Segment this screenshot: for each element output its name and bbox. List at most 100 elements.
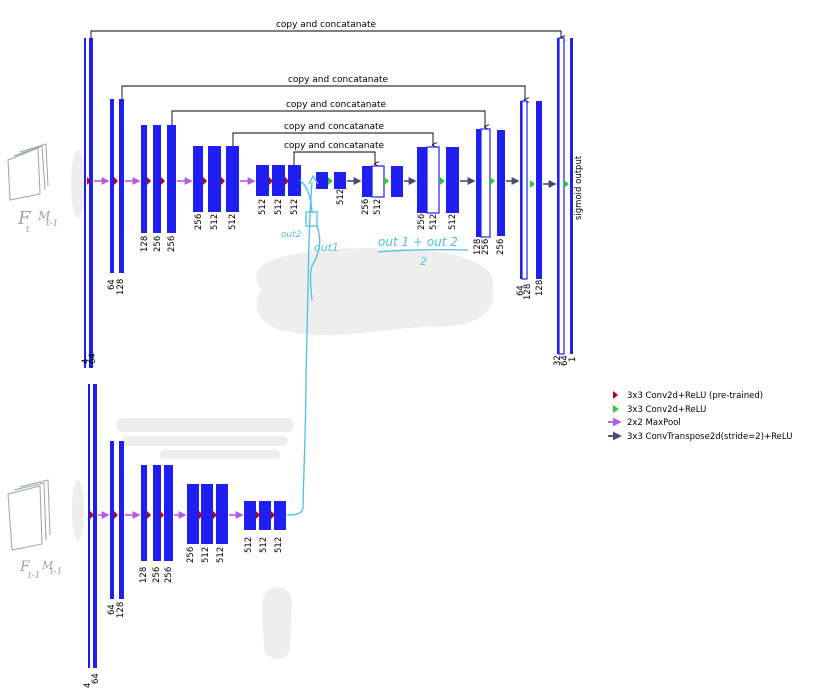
red-triangle-icon <box>613 391 618 399</box>
feature-block <box>164 465 173 561</box>
channel-label: 512 <box>216 547 226 563</box>
channel-label: 128 <box>140 236 150 252</box>
channel-label: 4 <box>81 359 91 364</box>
bottom-channel-labels: 4 64 64 128 128 256 256 256 512 512 512 … <box>83 537 284 688</box>
feature-block <box>288 165 301 196</box>
channel-label: 64 <box>560 355 570 366</box>
conv-pretrained-marker <box>114 511 118 519</box>
top-skip-connections <box>90 30 561 165</box>
channel-label: 512 <box>290 199 300 215</box>
channel-label: 128 <box>523 284 533 300</box>
feature-block <box>153 465 161 561</box>
legend-item-conv-pretrained: 3x3 Conv2d+ReLU (pre-trained) <box>613 391 763 401</box>
feature-block <box>557 38 559 354</box>
channel-label: 512 <box>259 537 269 553</box>
frame-sketch-icon <box>19 479 51 536</box>
skip-connection-5 <box>293 151 375 165</box>
annotation-text: out2 out1 out 1 + out 2 2 <box>281 230 458 268</box>
annotation-out2: out2 <box>281 230 302 240</box>
legend-item-conv: 3x3 Conv2d+ReLU <box>613 405 706 415</box>
top-skip-labels: copy and concatanate copy and concatanat… <box>276 20 389 151</box>
input-F: F <box>17 208 32 229</box>
channel-label: 128 <box>139 567 149 583</box>
input-F-sub: t-1 <box>28 571 40 581</box>
skip-label-2: copy and concatanate <box>288 75 389 85</box>
skip-label-1: copy and concatanate <box>276 20 377 30</box>
conv-marker <box>564 180 569 188</box>
fusion-box <box>305 211 318 227</box>
frame-sketch-icon <box>19 143 49 187</box>
conv-pretrained-marker <box>285 177 289 185</box>
channel-label: 64 <box>107 604 117 615</box>
feature-block <box>153 125 161 233</box>
channel-label: 256 <box>152 567 162 583</box>
bottom-conv-markers <box>90 511 275 519</box>
bottom-encoder <box>88 384 286 668</box>
frame-sketch-icon <box>13 482 47 541</box>
concat-block <box>521 100 528 280</box>
conv-pretrained-marker <box>87 177 91 185</box>
conv-pretrained-marker <box>199 511 203 519</box>
top-input-sketch <box>7 143 49 201</box>
smudge <box>262 587 292 659</box>
feature-block <box>570 38 573 354</box>
fraction-bar <box>377 248 469 253</box>
conv-pretrained-marker <box>221 177 225 185</box>
bottom-feature-route <box>286 181 313 516</box>
feature-block <box>119 441 124 599</box>
feature-block <box>201 484 213 544</box>
channel-label: 128 <box>535 280 545 296</box>
feature-block <box>274 501 286 530</box>
feature-block <box>536 101 542 279</box>
feature-block <box>316 172 328 189</box>
annotation-formula-numerator: out 1 + out 2 <box>378 235 458 249</box>
channel-label: 512 <box>274 199 284 215</box>
feature-block <box>187 484 199 544</box>
channel-label: 1 <box>568 357 578 362</box>
output-label: sigmoid output <box>574 155 584 220</box>
feature-block <box>141 465 147 561</box>
channel-label: 512 <box>274 537 284 553</box>
channel-label: 256 <box>194 214 204 230</box>
input-M-sub: t-1 <box>50 567 62 577</box>
skip-label-5: copy and concatanate <box>284 141 385 151</box>
top-input-labels: F t M t-1 <box>17 208 58 235</box>
channel-label: 512 <box>244 537 254 553</box>
feature-block <box>272 165 285 196</box>
concat-block <box>480 128 491 238</box>
channel-label: 64 <box>516 285 526 296</box>
conv-pretrained-marker <box>147 511 151 519</box>
legend-label: 3x3 Conv2d+ReLU <box>627 405 706 415</box>
feature-block <box>119 99 124 273</box>
top-conv-markers <box>87 177 569 188</box>
top-decoder <box>316 37 573 355</box>
feature-block <box>141 125 147 233</box>
smudge <box>256 248 494 336</box>
feature-block <box>334 172 346 189</box>
concat-block <box>426 146 440 214</box>
legend-item-maxpool: 2x2 MaxPool <box>608 417 681 428</box>
skip-label-3: copy and concatanate <box>286 100 387 110</box>
legend: 3x3 Conv2d+ReLU (pre-trained) 3x3 Conv2d… <box>608 391 792 442</box>
feature-block <box>256 165 269 196</box>
green-triangle-icon <box>613 405 619 413</box>
skip-connection-3 <box>171 110 485 127</box>
channel-label: 512 <box>373 199 383 215</box>
conv-pretrained-marker <box>160 511 164 519</box>
channel-label: 256 <box>361 199 371 215</box>
conv-pretrained-marker <box>269 177 273 185</box>
fusion-output-route <box>309 225 321 301</box>
averaging-annotation <box>286 174 469 516</box>
conv-pretrained-marker <box>271 511 275 519</box>
conv-marker <box>440 177 445 185</box>
feature-block <box>476 129 481 237</box>
frame-sketch-icon <box>7 147 41 201</box>
input-M: M <box>37 209 51 223</box>
top-channel-labels: 4 64 64 128 128 256 256 256 512 512 512 … <box>81 155 584 366</box>
channel-label: 512 <box>336 189 346 205</box>
conv-pretrained-marker <box>90 511 94 519</box>
feature-block <box>417 147 427 213</box>
feature-block <box>216 484 228 544</box>
